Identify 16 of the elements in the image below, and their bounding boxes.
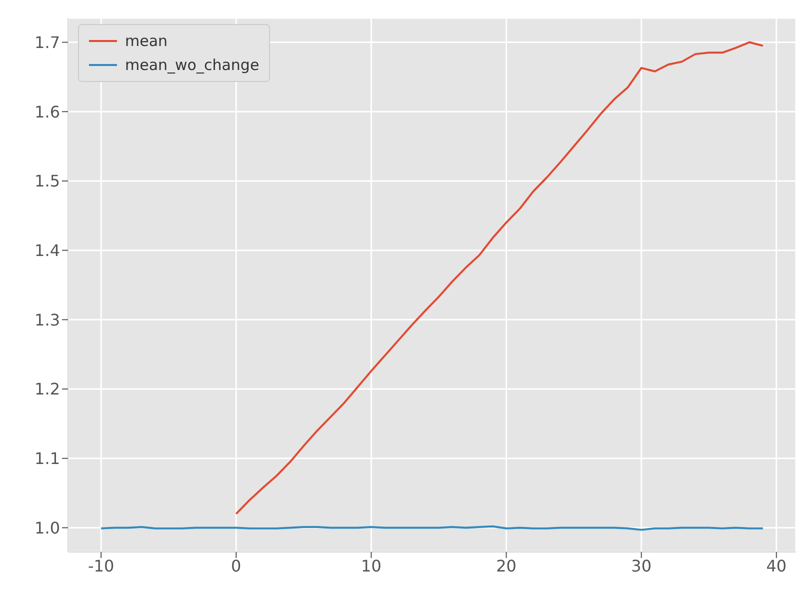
y-tick-label: 1.3 <box>34 310 60 330</box>
y-tick-label: 1.2 <box>34 380 60 399</box>
x-tick-label: 40 <box>766 556 787 576</box>
x-tick-label: 10 <box>361 556 382 576</box>
y-tick-label: 1.5 <box>34 172 60 191</box>
y-tick-label: 1.6 <box>34 102 60 122</box>
y-tick-label: 1.1 <box>34 449 60 468</box>
x-tick-label: 0 <box>231 556 242 576</box>
x-tick-label: -10 <box>88 556 114 576</box>
x-tick-label: 30 <box>631 556 652 576</box>
y-tick-label: 1.4 <box>34 241 60 260</box>
legend-label: mean <box>125 31 168 52</box>
y-tick-label: 1.0 <box>34 518 60 538</box>
legend-label: mean_wo_change <box>125 55 260 76</box>
y-tick-label: 1.7 <box>34 32 60 52</box>
x-tick-label: 20 <box>496 556 516 576</box>
